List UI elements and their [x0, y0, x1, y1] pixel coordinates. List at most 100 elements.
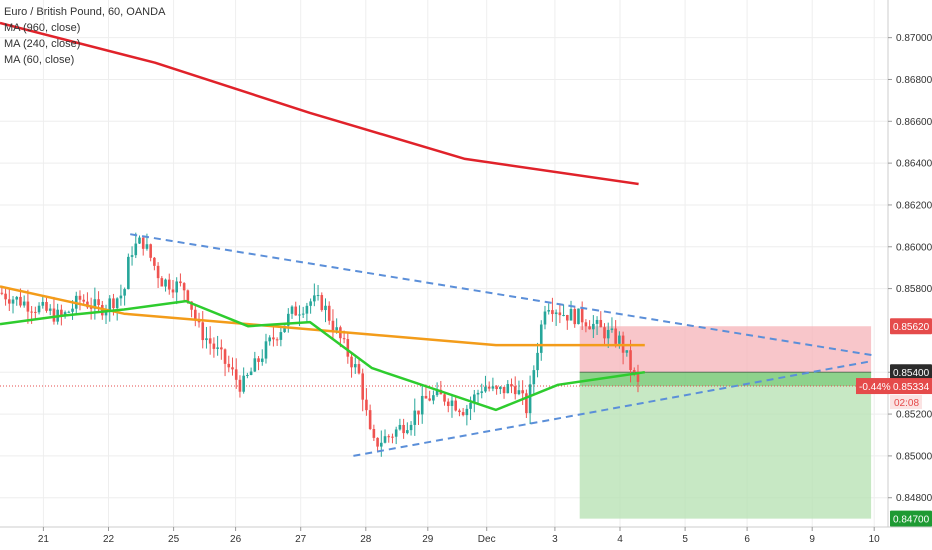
candle-body	[499, 386, 502, 390]
candle-body	[361, 373, 364, 400]
candle-body	[78, 295, 82, 300]
candle-body	[521, 390, 524, 394]
candle-body	[260, 358, 264, 362]
candle-body	[257, 358, 260, 362]
candle-body	[342, 338, 346, 340]
candle-body	[473, 394, 476, 404]
entry-price-badge: 0.85400	[893, 368, 930, 379]
time-axis-label: 22	[103, 534, 115, 545]
candle-body	[149, 244, 152, 258]
candle-body	[413, 410, 417, 425]
ma-60-line[interactable]	[0, 299, 645, 412]
candle-body	[253, 358, 257, 372]
candle-body	[242, 375, 245, 392]
candle-body	[525, 393, 528, 414]
candle-body	[179, 281, 182, 284]
legend-ma-60[interactable]: MA (60, close)	[4, 54, 75, 66]
candle-body	[67, 311, 71, 313]
candle-body	[63, 312, 67, 316]
candle-body	[216, 347, 219, 349]
candle-body	[353, 364, 357, 368]
candle-body	[246, 374, 249, 376]
candle-body	[268, 337, 271, 342]
candle-body	[316, 295, 320, 297]
candle-body	[614, 328, 617, 344]
entry-price-badge-bg	[890, 364, 932, 381]
candle-body	[11, 299, 15, 304]
candle-body	[138, 237, 141, 244]
candle-body	[0, 292, 4, 294]
candle-body	[432, 395, 435, 401]
candle-body	[603, 327, 606, 339]
time-axis-label: 21	[38, 534, 50, 545]
candle-body	[182, 283, 186, 291]
candle-body	[231, 367, 234, 370]
time-axis-label: 6	[744, 534, 750, 545]
candle-body	[305, 305, 309, 314]
candle-body	[223, 349, 227, 364]
price-change-label: -0.44%	[859, 382, 891, 393]
time-axis-label: 4	[617, 534, 623, 545]
candle-body	[71, 308, 74, 312]
candle-body	[41, 301, 45, 306]
candle-body	[145, 244, 149, 249]
price-axis-label: 0.85800	[896, 284, 932, 295]
symbol-title[interactable]: Euro / British Pound, 60, OANDA	[4, 6, 166, 18]
candle-body	[327, 305, 331, 321]
candle-body	[398, 424, 402, 430]
candle-body	[279, 332, 283, 340]
candle-body	[194, 309, 197, 320]
candle-body	[428, 398, 431, 401]
candle-body	[618, 335, 621, 344]
candle-body	[506, 384, 510, 394]
candle-body	[513, 386, 517, 395]
candle-body	[212, 343, 216, 349]
ma-240-line[interactable]	[0, 285, 645, 347]
legend-ma-960[interactable]: MA (960, close)	[4, 22, 81, 34]
candle-body	[394, 429, 398, 437]
price-axis-label: 0.86800	[896, 75, 932, 86]
price-axis-label: 0.87000	[896, 33, 932, 44]
candle-body	[487, 386, 491, 389]
chart-legend: Euro / British Pound, 60, OANDA MA (960,…	[4, 4, 165, 68]
candle-body	[539, 324, 543, 353]
candle-body	[153, 257, 156, 266]
price-axis-label: 0.86200	[896, 200, 932, 211]
trendline-lower[interactable]	[353, 360, 869, 457]
candle-body	[298, 314, 301, 316]
countdown-badge-bg	[890, 395, 922, 410]
time-axis-label: 27	[295, 534, 307, 545]
candle-body	[89, 307, 93, 309]
candle-body	[82, 299, 85, 302]
trendline-upper[interactable]	[130, 233, 875, 357]
candle-body	[566, 315, 569, 321]
candle-body	[409, 424, 413, 431]
candle-body	[391, 436, 394, 438]
ma-960-line[interactable]	[0, 21, 639, 186]
candle-body	[372, 429, 376, 438]
candle-body	[287, 313, 290, 326]
candle-body	[290, 306, 294, 314]
time-axis-label: 9	[809, 534, 815, 545]
candle-body	[331, 320, 335, 331]
candle-body	[30, 311, 33, 313]
candle-body	[577, 308, 580, 325]
candle-body	[368, 410, 372, 430]
candle-body	[60, 309, 63, 316]
candle-body	[45, 301, 48, 311]
candle-body	[510, 384, 513, 387]
candle-body	[201, 322, 205, 341]
candle-body	[402, 424, 405, 434]
time-axis-label: 28	[360, 534, 372, 545]
candle-body	[186, 290, 190, 302]
candle-body	[547, 310, 550, 312]
candle-body	[480, 391, 484, 393]
stop-loss-zone[interactable]	[579, 326, 872, 373]
price-axis-label: 0.86000	[896, 242, 932, 253]
candle-body	[175, 281, 178, 293]
take-profit-zone[interactable]	[579, 372, 872, 519]
legend-ma-240[interactable]: MA (240, close)	[4, 38, 81, 50]
stop-price-badge-bg	[890, 318, 932, 335]
